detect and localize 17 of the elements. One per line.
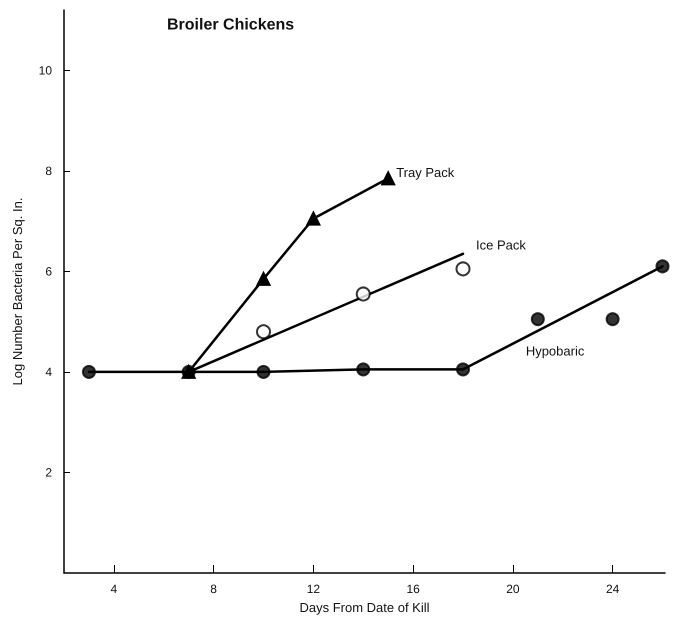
y-tick-label: 8 <box>45 164 52 178</box>
x-tick-label: 12 <box>306 582 320 596</box>
series-label: Hypobaric <box>526 344 585 359</box>
chart-title: Broiler Chickens <box>167 16 294 34</box>
y-tick-label: 4 <box>45 364 52 379</box>
y-tick-label: 10 <box>38 63 52 78</box>
y-tick-label: 6 <box>45 264 52 278</box>
x-tick-label: 24 <box>606 582 620 596</box>
series-label: Ice Pack <box>476 237 526 252</box>
x-tick-label: 16 <box>406 582 420 596</box>
x-axis-title: Days From Date of Kill <box>299 600 430 615</box>
y-tick-label: 2 <box>45 465 52 480</box>
y-axis-title: Log Number Bacteria Per Sq. In. <box>10 198 25 386</box>
x-tick-label: 4 <box>110 582 118 596</box>
x-tick-label: 20 <box>506 582 520 596</box>
series-label: Tray Pack <box>396 164 455 180</box>
x-tick-label: 8 <box>210 582 218 596</box>
